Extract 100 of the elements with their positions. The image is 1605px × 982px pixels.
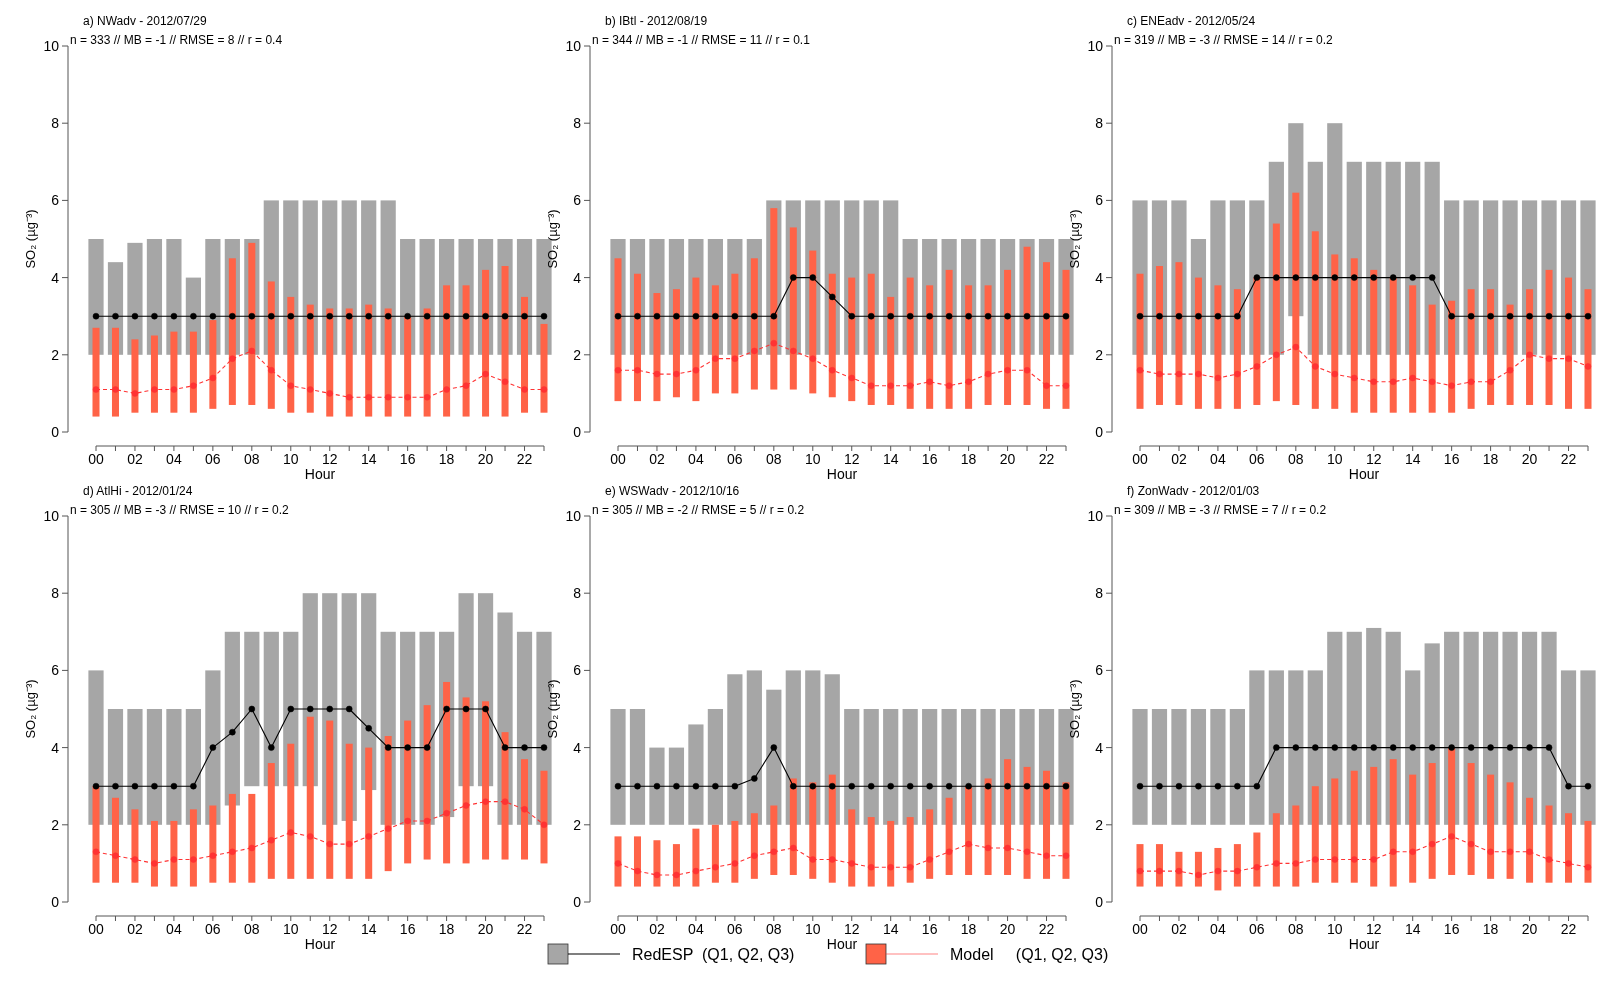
point xyxy=(92,848,100,856)
y-axis-title: SO₂ (µg⁻³) xyxy=(23,209,38,269)
point xyxy=(326,390,333,397)
point xyxy=(521,806,528,813)
bar xyxy=(365,304,373,417)
bar xyxy=(224,631,240,806)
point xyxy=(984,370,992,378)
bar xyxy=(287,743,295,879)
point xyxy=(1043,382,1050,389)
point xyxy=(692,867,700,875)
x-tick-label: 14 xyxy=(882,451,899,467)
bar xyxy=(540,323,548,413)
point xyxy=(287,312,295,320)
bar xyxy=(945,797,953,875)
y-tick-label: 6 xyxy=(51,192,60,209)
bar xyxy=(185,709,201,825)
bar xyxy=(1350,770,1358,883)
bar xyxy=(1132,709,1148,825)
point xyxy=(248,347,256,355)
bar xyxy=(1584,289,1592,409)
point xyxy=(501,798,509,805)
y-tick-label: 0 xyxy=(51,424,60,440)
bar xyxy=(501,732,509,860)
point xyxy=(345,840,353,848)
point xyxy=(1234,782,1241,790)
bar xyxy=(906,817,914,883)
point xyxy=(229,848,236,856)
point xyxy=(926,782,933,790)
y-axis-title: SO₂ (µg⁻³) xyxy=(545,209,560,269)
point xyxy=(887,864,894,871)
point xyxy=(1351,856,1358,863)
bar xyxy=(1545,269,1553,405)
bar xyxy=(1526,797,1534,883)
point xyxy=(1253,274,1261,281)
bar xyxy=(166,709,182,825)
bar xyxy=(789,227,797,390)
bar xyxy=(1171,709,1187,825)
point xyxy=(1526,744,1533,751)
point xyxy=(653,312,661,320)
point xyxy=(1506,366,1514,374)
point xyxy=(423,312,431,320)
point xyxy=(1389,378,1397,386)
point xyxy=(614,782,622,790)
bar xyxy=(228,793,236,883)
point xyxy=(673,871,680,879)
point xyxy=(1584,782,1592,790)
point xyxy=(384,744,392,751)
bar xyxy=(1288,670,1304,825)
bar xyxy=(863,709,879,825)
point xyxy=(1004,782,1011,790)
bar xyxy=(384,736,392,872)
bar xyxy=(844,709,860,825)
point xyxy=(482,798,489,805)
x-tick-label: 02 xyxy=(1171,921,1187,937)
bar xyxy=(1214,285,1222,409)
point xyxy=(751,775,758,782)
y-tick-label: 10 xyxy=(565,38,582,54)
point xyxy=(1351,744,1358,751)
point xyxy=(287,382,295,389)
point xyxy=(673,782,680,790)
x-tick-label: 20 xyxy=(1521,451,1538,467)
point xyxy=(1062,382,1070,389)
x-tick-label: 16 xyxy=(921,451,938,467)
bar xyxy=(1565,813,1573,883)
point xyxy=(112,386,119,393)
point xyxy=(867,312,875,320)
point xyxy=(790,844,797,852)
point xyxy=(112,782,119,790)
point xyxy=(482,705,489,713)
x-tick-label: 18 xyxy=(1482,921,1499,937)
point xyxy=(887,782,894,790)
bar xyxy=(633,273,641,402)
point xyxy=(229,355,236,362)
point xyxy=(1351,374,1358,382)
x-tick-label: 06 xyxy=(205,451,221,467)
bar xyxy=(127,709,143,825)
point xyxy=(131,390,139,397)
point xyxy=(1023,312,1031,320)
chart-title: c) ENEadv - 2012/05/24 xyxy=(1127,14,1256,28)
point xyxy=(712,782,719,790)
point xyxy=(1273,744,1280,751)
point xyxy=(1214,312,1222,320)
bar xyxy=(926,809,934,879)
point xyxy=(404,312,411,320)
point xyxy=(209,312,217,320)
y-tick-label: 6 xyxy=(1095,662,1104,679)
point xyxy=(673,312,680,320)
point xyxy=(1136,312,1144,320)
point xyxy=(190,382,197,389)
bar xyxy=(1136,273,1144,409)
point xyxy=(790,782,797,790)
x-axis-title: Hour xyxy=(1348,466,1380,482)
point xyxy=(1331,856,1339,863)
x-tick-label: 06 xyxy=(1249,921,1265,937)
x-tick-label: 18 xyxy=(438,921,455,937)
point xyxy=(131,312,139,320)
x-tick-label: 00 xyxy=(610,921,626,937)
y-tick-label: 4 xyxy=(573,739,582,756)
point xyxy=(326,312,333,320)
point xyxy=(829,366,836,374)
